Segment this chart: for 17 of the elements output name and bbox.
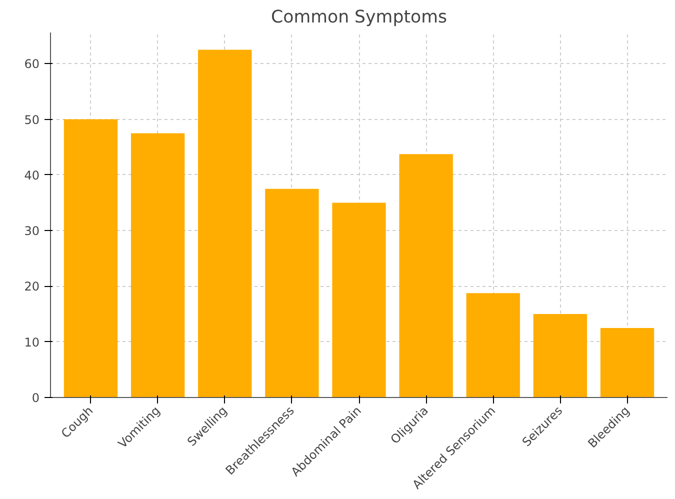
- bar: [130, 133, 185, 398]
- y-tick-label: 10: [24, 335, 40, 350]
- bar: [466, 293, 520, 398]
- bar: [198, 50, 252, 398]
- bar: [600, 328, 654, 398]
- y-tick-label: 50: [24, 112, 40, 127]
- bar: [533, 314, 588, 398]
- y-tick-label: 40: [24, 168, 40, 182]
- bar: [64, 119, 118, 398]
- bar: [332, 202, 386, 398]
- y-tick-label: 20: [24, 280, 40, 294]
- bar: [265, 188, 319, 398]
- chart-title: Common Symptoms: [271, 8, 448, 28]
- y-tick-label: 30: [24, 224, 40, 238]
- y-tick-label: 0: [32, 391, 40, 405]
- bar: [399, 154, 453, 398]
- y-tick-label: 60: [24, 57, 40, 72]
